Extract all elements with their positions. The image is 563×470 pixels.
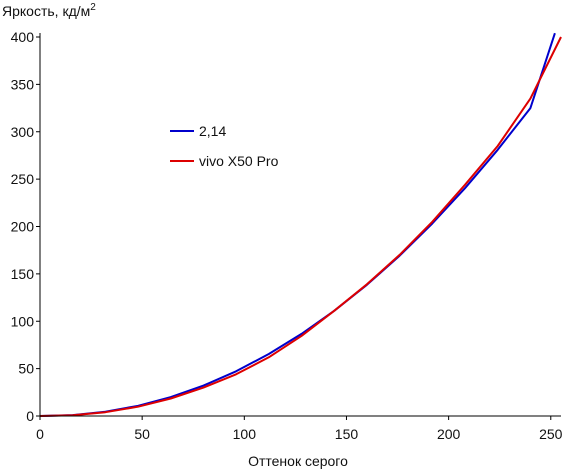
series-line-2-14 bbox=[39, 32, 556, 417]
legend: 2,14 vivo X50 Pro bbox=[170, 123, 279, 169]
x-tick-label: 0 bbox=[36, 426, 44, 442]
series-line-vivo-x50-pro bbox=[39, 36, 562, 417]
y-tick-label: 50 bbox=[18, 361, 34, 377]
x-tick-label: 250 bbox=[539, 426, 563, 442]
x-tick-label: 200 bbox=[437, 426, 461, 442]
y-tick-label: 200 bbox=[11, 219, 35, 235]
y-tick-label: 100 bbox=[11, 313, 35, 329]
plot-area bbox=[39, 32, 562, 417]
y-tick-label: 400 bbox=[11, 29, 35, 45]
legend-label-2-14: 2,14 bbox=[199, 123, 226, 139]
tick-labels: 0 50 100 150 200 250 300 350 400 0 50 100 150 200 250 bbox=[11, 29, 563, 442]
y-axis-title: Яркость, кд/м2 bbox=[2, 2, 96, 19]
y-tick-label: 350 bbox=[11, 76, 35, 92]
y-tick-label: 250 bbox=[11, 171, 35, 187]
x-tick-label: 50 bbox=[134, 426, 150, 442]
y-tick-label: 0 bbox=[26, 408, 34, 424]
y-tick-label: 150 bbox=[11, 266, 35, 282]
legend-label-vivo-x50-pro: vivo X50 Pro bbox=[199, 153, 279, 169]
axes bbox=[39, 33, 561, 417]
y-tick-label: 300 bbox=[11, 124, 35, 140]
x-tick-label: 100 bbox=[233, 426, 257, 442]
x-axis-title: Оттенок серого bbox=[248, 453, 348, 469]
x-tick-label: 150 bbox=[335, 426, 359, 442]
